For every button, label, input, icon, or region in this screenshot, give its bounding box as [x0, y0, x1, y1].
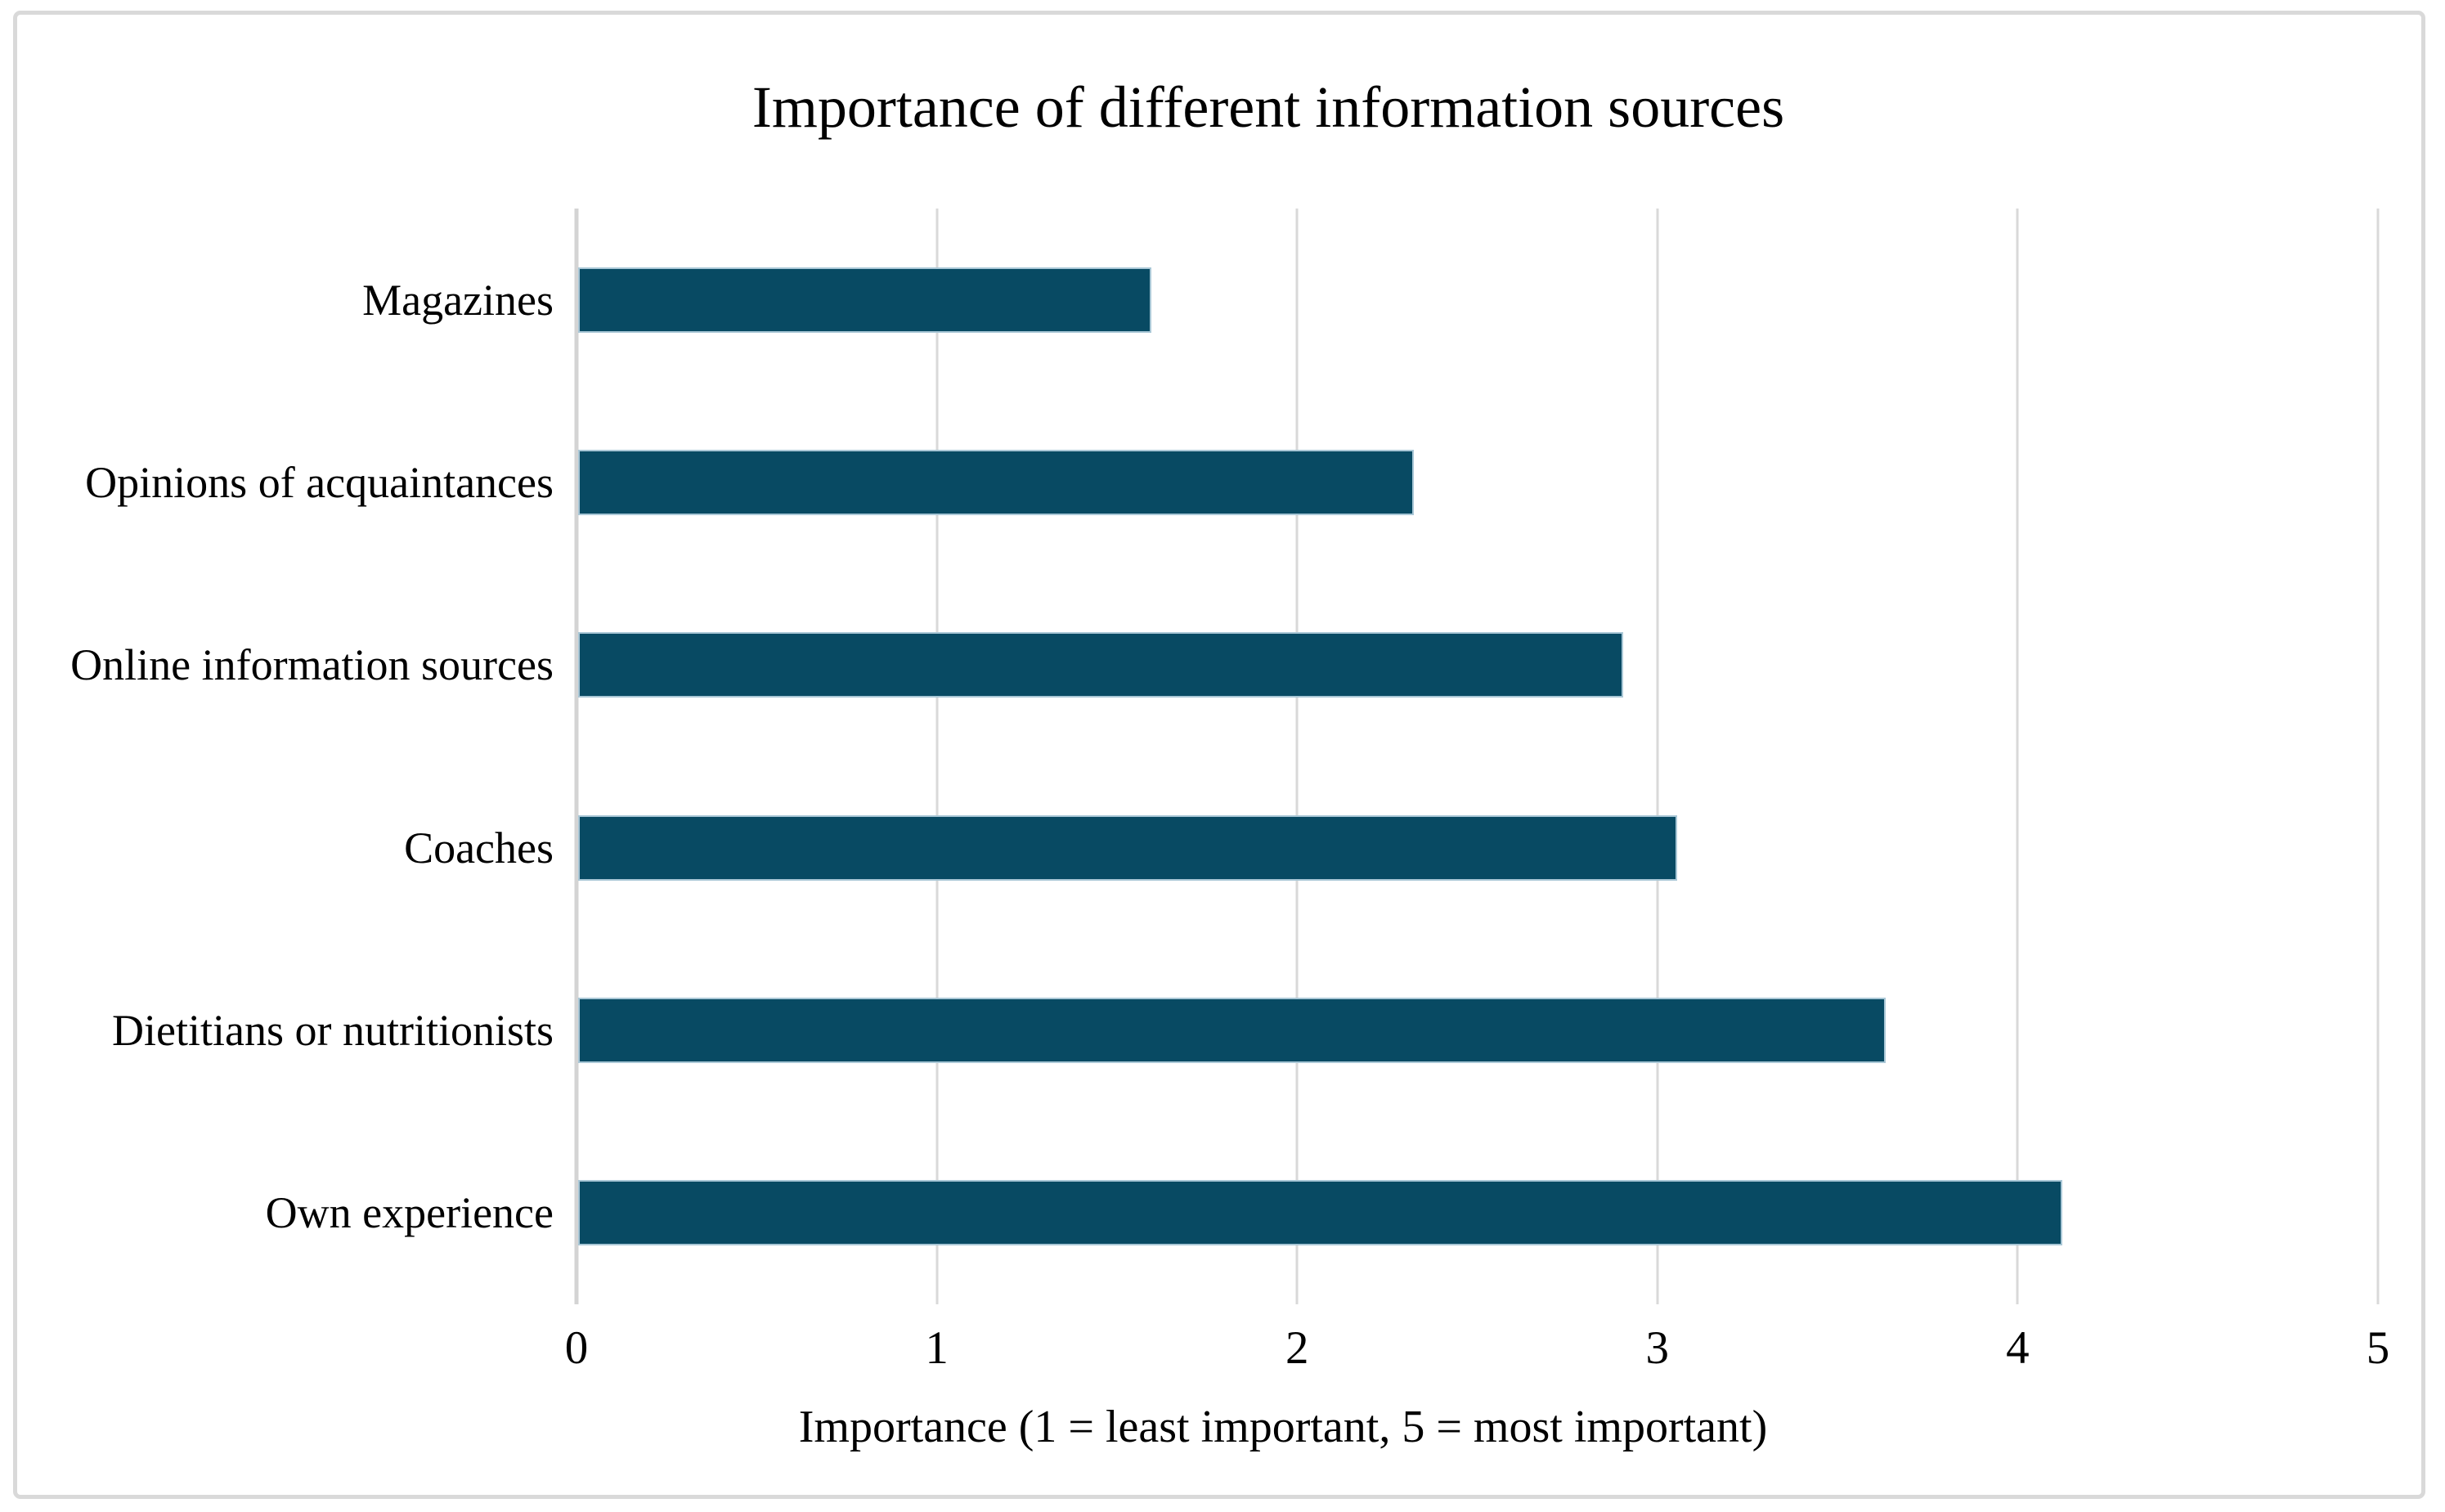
gridline-0: [574, 209, 579, 1304]
category-label: Opinions of acquaintances: [85, 457, 554, 507]
category-label: Coaches: [404, 823, 554, 873]
bar-row: Coaches: [404, 756, 2378, 939]
plot-area: Magazines Opinions of acquaintances Onli…: [70, 209, 2380, 1304]
gridline-5: [2376, 209, 2380, 1304]
bar-row: Own experience: [266, 1122, 2378, 1304]
bar-own-experience: [578, 1180, 2063, 1246]
x-tick-label: 3: [1645, 1322, 1670, 1374]
x-axis-ticks: 0 1 2 3 4 5: [565, 1322, 2390, 1382]
category-label: Dietitians or nutritionists: [112, 1005, 554, 1055]
chart-frame: Importance of different information sour…: [13, 11, 2425, 1499]
bar-online-information-sources: [578, 632, 1623, 698]
x-axis-title: Importance (1 = least important, 5 = mos…: [798, 1402, 1768, 1452]
gridline-3: [1656, 209, 1659, 1304]
category-label: Magazines: [362, 275, 554, 325]
bar-dietitians-or-nutritionists: [578, 997, 1886, 1063]
bar-magazines: [578, 267, 1151, 333]
bar-row: Dietitians or nutritionists: [112, 939, 2378, 1121]
x-tick-label: 2: [1285, 1322, 1309, 1374]
bar-rows: Magazines Opinions of acquaintances Onli…: [70, 209, 2378, 1304]
chart-title: Importance of different information sour…: [751, 74, 1785, 140]
gridline-2: [1295, 209, 1299, 1304]
category-label: Online information sources: [70, 640, 554, 690]
x-tick-label: 4: [2006, 1322, 2030, 1374]
bar-row: Magazines: [362, 209, 2378, 391]
bar-row: Opinions of acquaintances: [85, 391, 2378, 573]
category-label: Own experience: [265, 1188, 554, 1238]
bar-opinions-of-acquaintances: [578, 449, 1415, 515]
gridline-4: [2016, 209, 2019, 1304]
x-tick-label: 1: [925, 1322, 949, 1374]
x-tick-label: 5: [2366, 1322, 2390, 1374]
bar-coaches: [578, 814, 1677, 881]
gridline-1: [935, 209, 939, 1304]
x-tick-label: 0: [564, 1322, 589, 1374]
bar-row: Online information sources: [70, 574, 2378, 756]
